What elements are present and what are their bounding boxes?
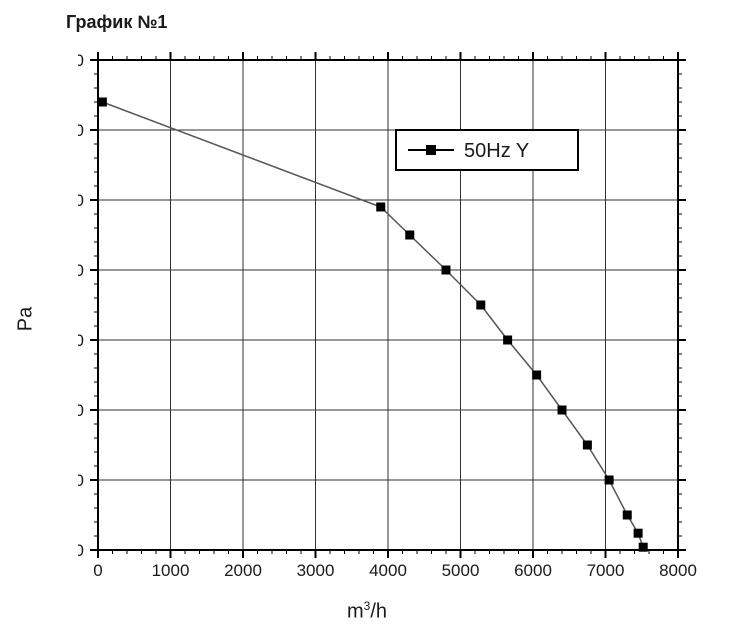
data-marker bbox=[98, 98, 107, 107]
y-tick-label: 300 bbox=[78, 331, 84, 350]
data-marker bbox=[476, 301, 485, 310]
data-marker bbox=[442, 266, 451, 275]
x-tick-label: 4000 bbox=[369, 561, 407, 580]
x-tick-label: 8000 bbox=[659, 561, 697, 580]
data-marker bbox=[623, 511, 632, 520]
y-tick-label: 700 bbox=[78, 51, 84, 70]
y-tick-label: 0 bbox=[78, 541, 84, 560]
y-axis-label: Pa bbox=[15, 307, 38, 331]
y-tick-label: 500 bbox=[78, 191, 84, 210]
x-tick-label: 1000 bbox=[152, 561, 190, 580]
legend-label: 50Hz Y bbox=[464, 140, 529, 162]
x-tick-label: 6000 bbox=[514, 561, 552, 580]
data-marker bbox=[532, 371, 541, 380]
legend: 50Hz Y bbox=[396, 130, 578, 170]
x-tick-label: 2000 bbox=[224, 561, 262, 580]
y-tick-label: 400 bbox=[78, 261, 84, 280]
data-marker bbox=[558, 406, 567, 415]
data-marker bbox=[634, 529, 643, 538]
x-tick-label: 3000 bbox=[297, 561, 335, 580]
y-tick-label: 600 bbox=[78, 121, 84, 140]
y-tick-label: 200 bbox=[78, 401, 84, 420]
chart-title: График №1 bbox=[66, 12, 167, 33]
chart-plot: 0 1000 2000 3000 4000 5000 6000 7000 8000 0 100 200… bbox=[78, 48, 718, 608]
data-marker bbox=[583, 441, 592, 450]
data-marker bbox=[376, 203, 385, 212]
x-tick-label: 5000 bbox=[442, 561, 480, 580]
y-tick-label: 100 bbox=[78, 471, 84, 490]
data-marker bbox=[605, 476, 614, 485]
x-tick-label: 7000 bbox=[587, 561, 625, 580]
chart-page: График №1 Pa m3/h 0100020003000400050006… bbox=[0, 0, 734, 638]
data-marker bbox=[405, 231, 414, 240]
x-tick-label: 0 bbox=[93, 561, 102, 580]
data-marker bbox=[639, 543, 648, 552]
data-marker bbox=[503, 336, 512, 345]
